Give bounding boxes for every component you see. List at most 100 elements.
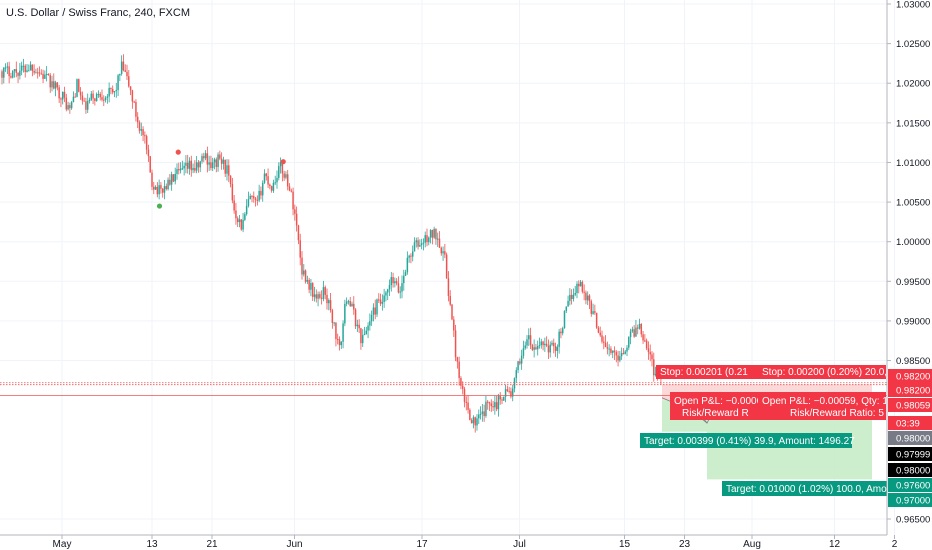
pnl-box-1[interactable] <box>670 392 760 420</box>
candle-body <box>472 417 475 424</box>
candle-body <box>320 297 323 299</box>
candle-body <box>38 72 41 74</box>
candle-body <box>206 153 209 165</box>
candle-body <box>449 296 451 305</box>
candle-body <box>161 188 164 193</box>
candle-body <box>479 413 482 415</box>
target-label-2-text: Target: 0.01000 (1.02%) 100.0, Amou <box>726 484 892 495</box>
candle-body <box>629 331 632 338</box>
candle-body <box>188 160 191 169</box>
candle-body <box>279 162 282 167</box>
time-tick-label: Jun <box>286 539 302 550</box>
candle-body <box>181 168 184 170</box>
candle-body <box>61 91 64 100</box>
target-label-1-box[interactable] <box>640 433 852 448</box>
candle-body <box>588 295 591 302</box>
candle-body <box>338 339 341 346</box>
candle-body <box>294 209 296 214</box>
candle-body <box>331 310 334 323</box>
candle-body <box>419 245 421 247</box>
candle-body <box>281 162 284 174</box>
candle-body <box>333 322 335 324</box>
candle-body <box>388 285 391 290</box>
candle-body <box>554 346 557 351</box>
candle-body <box>603 341 605 343</box>
target-label-1-text: Target: 0.00399 (0.41%) 39.9, Amount: 14… <box>644 436 855 447</box>
candle-body <box>529 335 532 346</box>
candle-body <box>488 402 491 404</box>
position-labels[interactable]: Stop: 0.00201 (0.21 Stop: 0.00200 (0.20%)… <box>640 365 924 496</box>
candle-body <box>549 344 551 353</box>
candle-body <box>267 176 269 185</box>
time-axis[interactable]: May 13 21 Jun 17 Jul 15 23 Aug 12 2 <box>53 535 898 550</box>
candle-body <box>342 323 344 342</box>
candle-body <box>103 99 105 101</box>
candle-body <box>611 350 614 353</box>
candle-body <box>511 388 514 397</box>
candle-body <box>572 294 575 300</box>
candle-body <box>8 66 10 77</box>
candle-body <box>408 255 410 258</box>
candle-body <box>381 301 384 304</box>
candle-body <box>610 348 612 353</box>
candle-body <box>358 324 360 329</box>
candle-body <box>67 105 69 110</box>
candle-body <box>158 185 160 195</box>
candle-body <box>526 339 528 346</box>
candle-body <box>122 61 125 71</box>
candle-body <box>286 174 289 187</box>
candle-body <box>633 329 635 337</box>
price-tick-label: 1.01000 <box>896 158 930 169</box>
candle-body <box>438 238 441 248</box>
price-badge-text: 0.97600 <box>896 481 930 492</box>
candle-body <box>242 219 244 230</box>
candle-body <box>631 329 634 332</box>
candle-body <box>33 70 35 73</box>
candle-body <box>244 214 246 220</box>
candle-body <box>95 94 98 101</box>
candle-body <box>501 399 503 401</box>
signal-dot <box>175 149 181 155</box>
candle-body <box>640 323 643 335</box>
candle-body <box>329 300 332 311</box>
candle-body <box>274 182 276 184</box>
price-tick-label: 1.03000 <box>896 0 930 11</box>
price-axis[interactable]: 1.03000 1.02500 1.02000 1.01500 1.01000 1.005… <box>887 0 930 526</box>
candle-body <box>149 156 151 173</box>
candle-body <box>345 301 348 304</box>
target-label-2-box[interactable] <box>722 481 887 496</box>
candle-body <box>238 219 241 223</box>
candle-body <box>569 294 571 301</box>
candle-body <box>315 294 318 299</box>
candle-body <box>328 300 330 304</box>
signal-markers <box>156 149 286 209</box>
candle-body <box>536 345 539 350</box>
pnl-box-2[interactable] <box>758 392 886 420</box>
candle-body <box>585 292 587 301</box>
candle-body <box>35 72 37 74</box>
candle-body <box>131 90 134 102</box>
candle-body <box>604 342 607 348</box>
time-tick-label: 21 <box>206 539 218 550</box>
candle-body <box>128 76 130 87</box>
stop-label-1-text: Stop: 0.00201 (0.21 <box>660 367 748 378</box>
price-badge <box>888 447 932 461</box>
candle-body <box>81 95 84 101</box>
candle-body <box>97 93 100 95</box>
candle-body <box>285 174 287 178</box>
candle-body <box>485 401 487 417</box>
candle-body <box>76 79 78 97</box>
candle-body <box>349 301 351 307</box>
price-badge <box>888 463 932 477</box>
candle-body <box>270 186 273 191</box>
price-tick-label: 1.02500 <box>896 39 930 50</box>
stop-label-2-box[interactable] <box>758 365 886 379</box>
candle-body <box>86 101 89 110</box>
candle-body <box>361 335 364 344</box>
candle-body <box>154 186 157 190</box>
candle-body <box>79 91 82 96</box>
price-badge-text: 0.98200 <box>896 372 930 383</box>
candle-body <box>481 411 484 414</box>
stop-label-1-box[interactable] <box>656 365 771 379</box>
